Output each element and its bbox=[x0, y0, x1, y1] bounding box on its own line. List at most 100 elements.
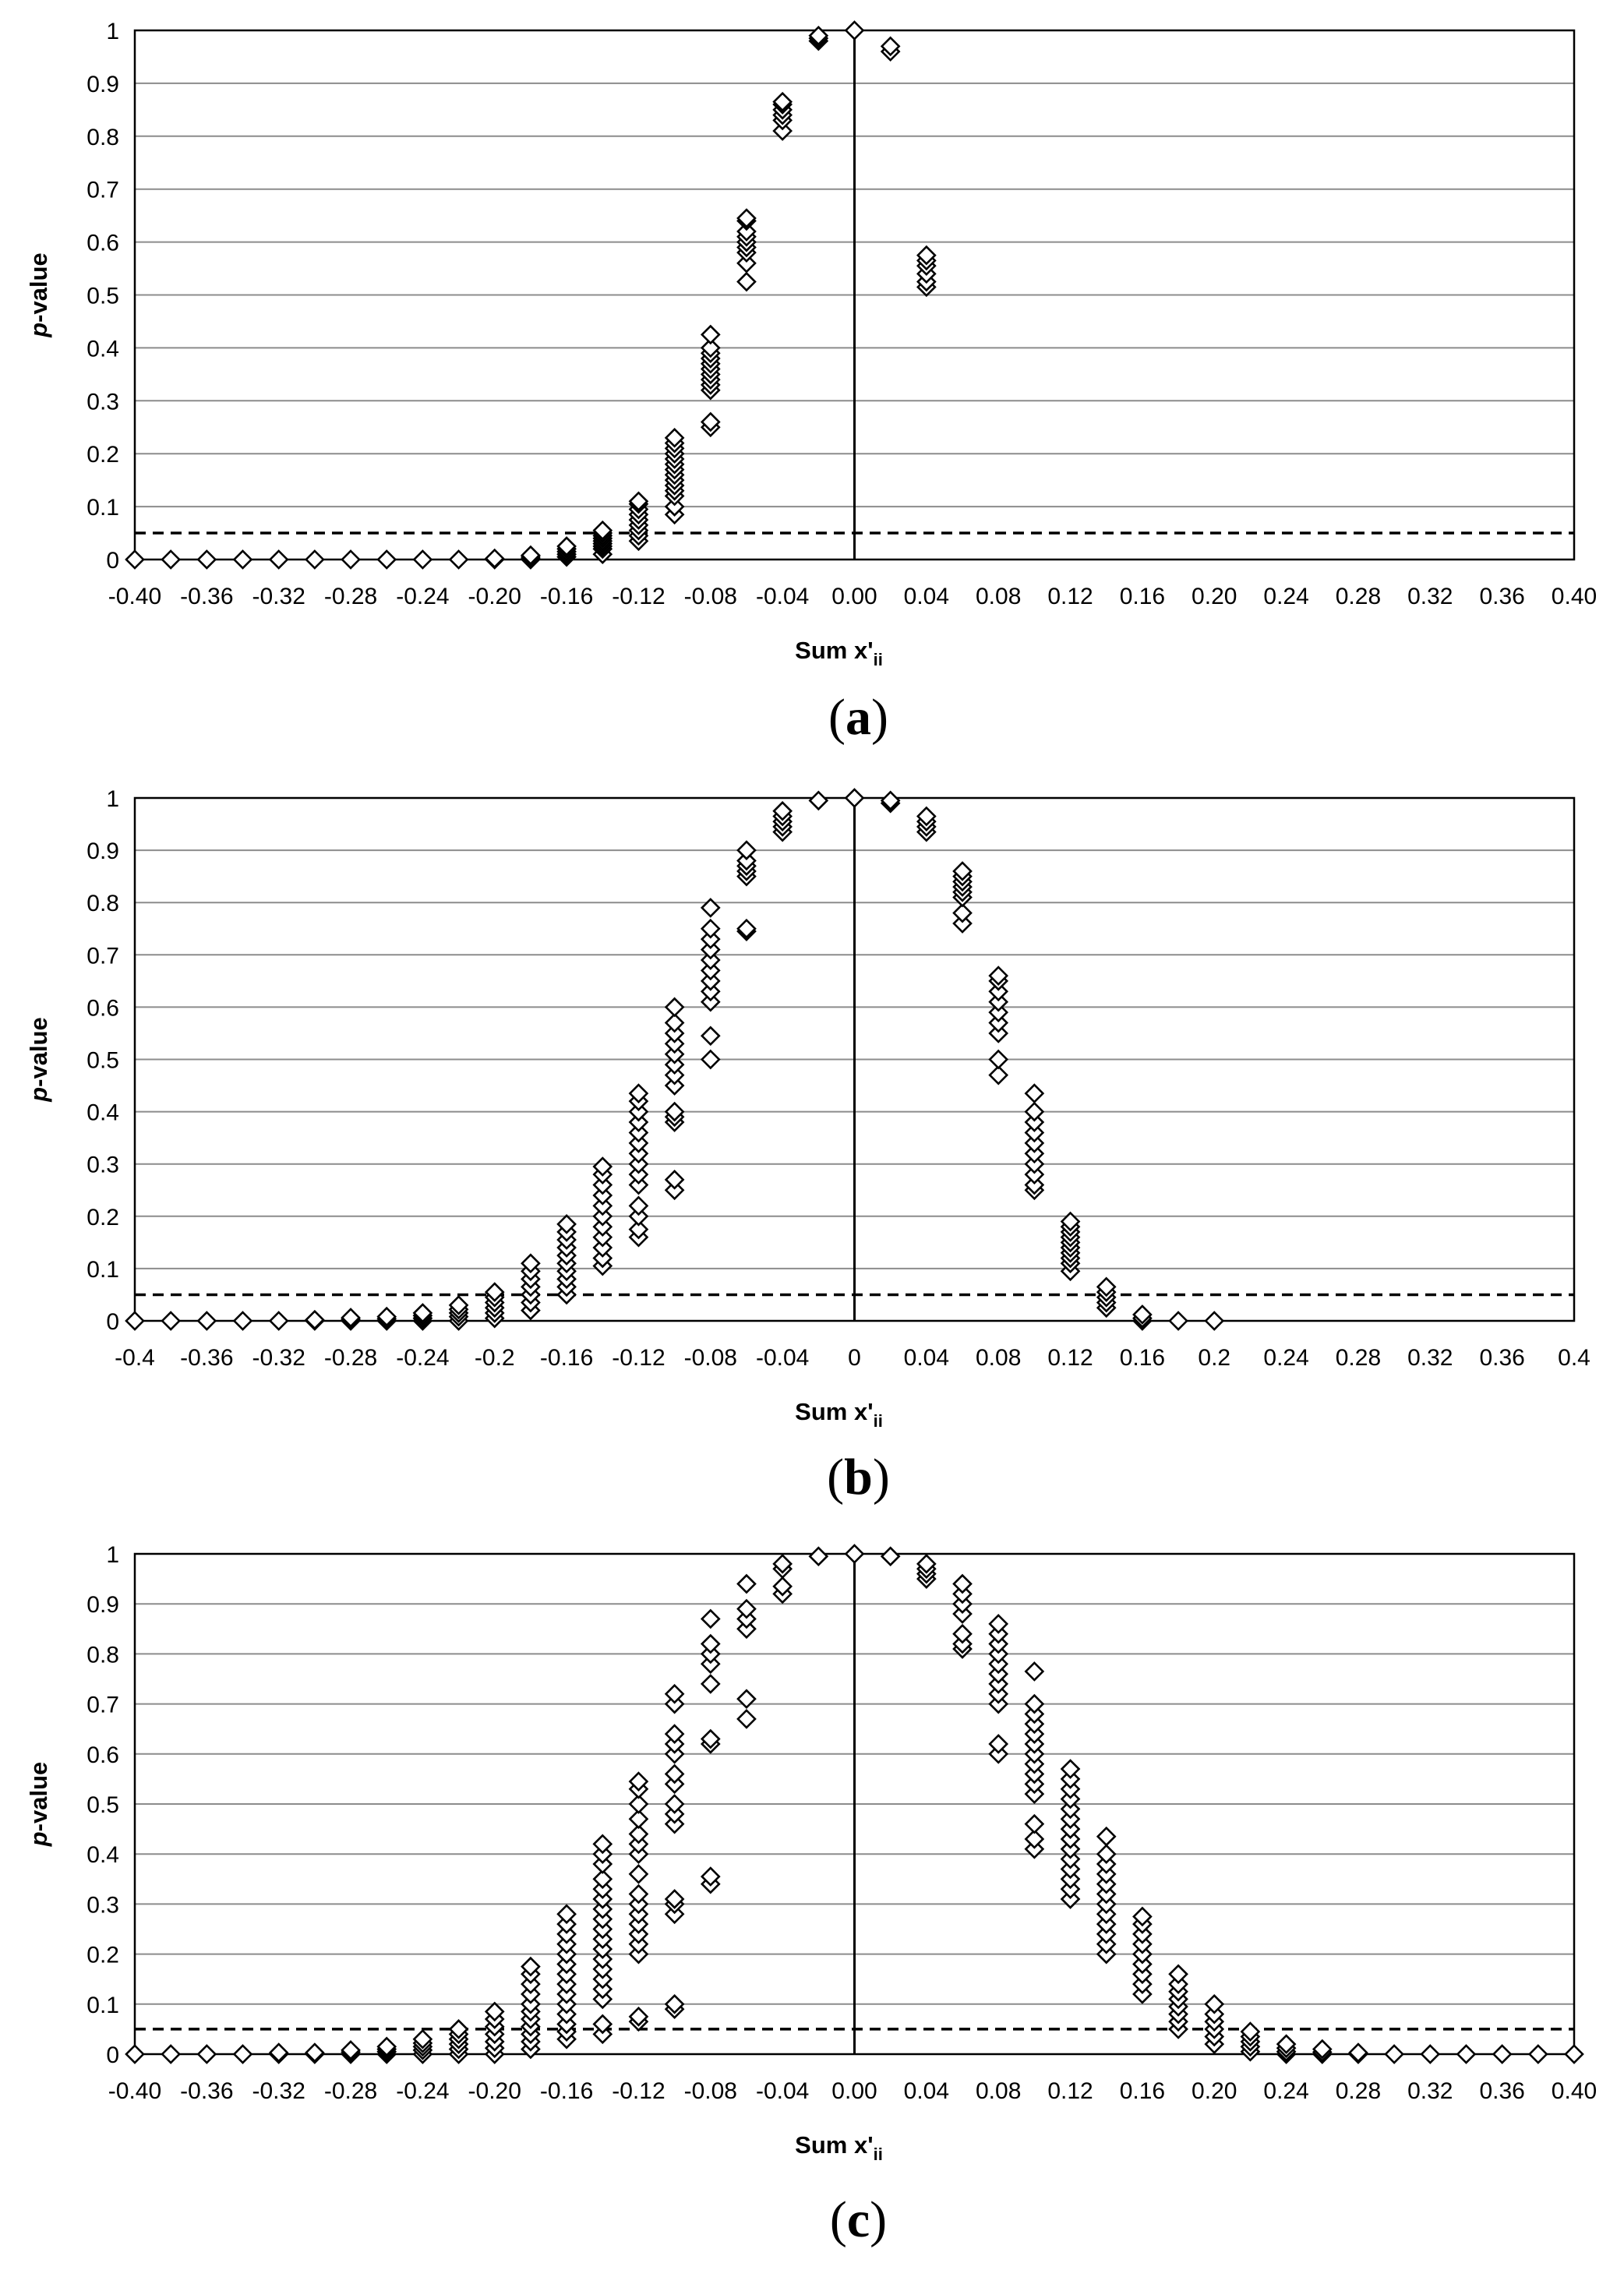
y-tick-label: 0.8 bbox=[86, 891, 119, 916]
panel-3: 00.10.20.30.40.50.60.70.80.91-0.40 -0.36-… bbox=[25, 1542, 1597, 2248]
data-point bbox=[700, 939, 721, 960]
data-point bbox=[700, 918, 721, 939]
data-point bbox=[592, 1989, 613, 2010]
data-point bbox=[1060, 1869, 1081, 1890]
data-point bbox=[1024, 1774, 1045, 1795]
data-point bbox=[556, 1993, 577, 2014]
data-point bbox=[556, 2014, 577, 2035]
data-point bbox=[556, 1914, 577, 1934]
data-point bbox=[628, 1809, 649, 1830]
x-tick-label: 0.16 bbox=[1120, 2078, 1165, 2104]
y-tick-label: 0.5 bbox=[86, 284, 119, 309]
data-point bbox=[664, 1683, 685, 1704]
data-point bbox=[1060, 1799, 1081, 1820]
data-point bbox=[412, 2028, 433, 2049]
data-point bbox=[628, 1943, 649, 1965]
data-point bbox=[1024, 1753, 1045, 1774]
data-point bbox=[664, 1054, 685, 1075]
data-point bbox=[736, 208, 757, 228]
data-point bbox=[988, 1643, 1009, 1665]
data-point bbox=[952, 1623, 973, 1644]
data-point bbox=[988, 1693, 1009, 1714]
data-point bbox=[376, 549, 397, 570]
x-tick-label: -0.08 bbox=[684, 2078, 737, 2104]
data-point bbox=[1060, 1788, 1081, 1809]
x-tick-label: 0.00 bbox=[831, 584, 877, 609]
data-point bbox=[988, 1012, 1009, 1033]
data-point bbox=[736, 1689, 757, 1710]
data-point bbox=[664, 1724, 685, 1744]
panel-label: (c) bbox=[830, 2191, 887, 2248]
x-tick-label: 0.28 bbox=[1336, 1345, 1381, 1371]
data-point bbox=[952, 1573, 973, 1594]
data-point bbox=[592, 520, 613, 541]
x-tick-label: 0.12 bbox=[1047, 1345, 1093, 1371]
data-point bbox=[736, 1608, 757, 1629]
y-tick-label: 1 bbox=[106, 19, 119, 44]
data-point bbox=[700, 1633, 721, 1654]
data-point bbox=[484, 2001, 505, 2022]
x-tick-label: 0.00 bbox=[831, 2078, 877, 2104]
data-point bbox=[988, 1023, 1009, 1043]
data-point bbox=[556, 1954, 577, 1975]
data-point bbox=[1132, 1964, 1153, 1985]
data-point bbox=[1024, 1153, 1045, 1174]
data-point bbox=[1204, 1311, 1225, 1331]
data-point bbox=[736, 850, 757, 871]
data-point bbox=[592, 1844, 613, 1865]
y-tick-label: 0.3 bbox=[86, 1892, 119, 1918]
data-point bbox=[592, 1156, 613, 1177]
y-tick-label: 0.4 bbox=[86, 1100, 119, 1126]
data-point bbox=[125, 549, 145, 570]
data-point bbox=[700, 898, 721, 918]
data-point bbox=[628, 1844, 649, 1865]
y-tick-label: 0 bbox=[106, 548, 119, 574]
data-point bbox=[700, 950, 721, 970]
data-point bbox=[448, 549, 469, 570]
data-point bbox=[268, 1311, 289, 1331]
x-tick-label: 0.40 bbox=[1552, 584, 1597, 609]
data-point bbox=[808, 790, 829, 811]
data-point bbox=[1024, 1743, 1045, 1764]
data-point bbox=[664, 1012, 685, 1033]
data-point bbox=[592, 1869, 613, 1890]
data-point bbox=[988, 966, 1009, 986]
data-point bbox=[736, 918, 757, 939]
x-tick-label: -0.2 bbox=[475, 1345, 515, 1371]
data-point bbox=[1564, 2044, 1584, 2064]
data-point bbox=[1060, 1829, 1081, 1849]
data-point bbox=[628, 1133, 649, 1153]
data-point bbox=[1456, 2044, 1477, 2064]
data-point bbox=[664, 427, 685, 448]
data-point bbox=[1168, 1964, 1188, 1985]
data-point bbox=[556, 1974, 577, 1994]
data-point bbox=[1024, 1734, 1045, 1754]
data-point bbox=[988, 1734, 1009, 1754]
data-point bbox=[700, 1608, 721, 1629]
data-point bbox=[880, 790, 901, 811]
y-tick-label: 0.3 bbox=[86, 389, 119, 415]
data-point bbox=[628, 491, 649, 512]
data-point bbox=[736, 1619, 757, 1640]
data-point bbox=[161, 2044, 182, 2064]
x-tick-label: 0.36 bbox=[1479, 584, 1524, 609]
data-point bbox=[125, 1311, 145, 1331]
x-tick-label: -0.04 bbox=[756, 1345, 809, 1371]
x-tick-label: -0.12 bbox=[612, 1345, 665, 1371]
data-point bbox=[1024, 1101, 1045, 1122]
data-point bbox=[664, 1734, 685, 1754]
data-point bbox=[988, 1654, 1009, 1675]
data-point bbox=[916, 1554, 937, 1574]
data-point bbox=[952, 1604, 973, 1624]
x-tick-label: -0.28 bbox=[324, 584, 377, 609]
data-point bbox=[1096, 1854, 1117, 1874]
data-point bbox=[988, 1664, 1009, 1684]
data-point bbox=[1024, 1784, 1045, 1804]
x-tick-label: -0.24 bbox=[396, 584, 449, 609]
data-point bbox=[1312, 2039, 1333, 2060]
data-point bbox=[1024, 1122, 1045, 1143]
x-tick-label: 0.16 bbox=[1120, 584, 1165, 609]
data-point bbox=[1024, 1763, 1045, 1785]
data-point bbox=[268, 2042, 289, 2063]
data-point bbox=[1060, 1848, 1081, 1869]
